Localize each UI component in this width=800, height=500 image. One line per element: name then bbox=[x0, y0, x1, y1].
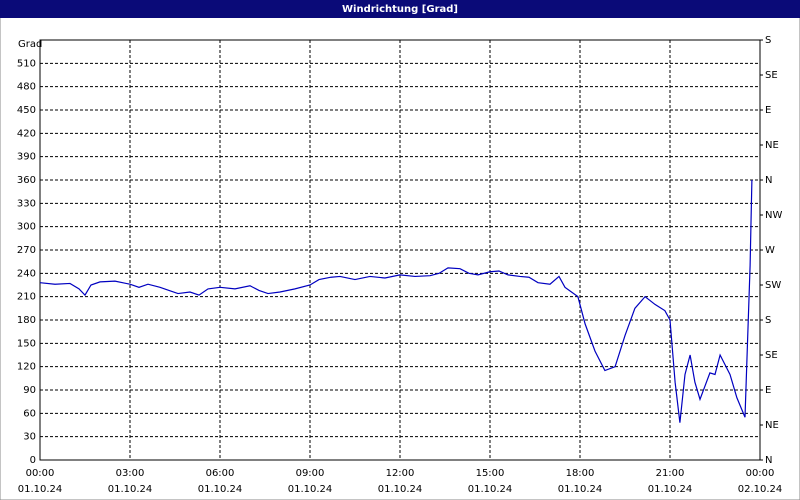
y-tick-label: 390 bbox=[17, 152, 36, 163]
y-tick-label: 90 bbox=[23, 385, 36, 396]
y-tick-label: 480 bbox=[17, 82, 36, 93]
x-tick-date: 01.10.24 bbox=[648, 484, 693, 495]
data-line bbox=[39, 179, 753, 423]
x-tick-label: 03:00 bbox=[116, 468, 145, 479]
y-tick-label: 210 bbox=[17, 292, 36, 303]
y-tick-label: 450 bbox=[17, 105, 36, 116]
y2-tick-label: E bbox=[765, 385, 771, 396]
x-tick-label: 18:00 bbox=[566, 468, 595, 479]
y2-tick-label: N bbox=[765, 455, 772, 466]
y-tick-label: 60 bbox=[23, 408, 36, 419]
y2-tick-label: SW bbox=[765, 280, 781, 291]
y2-tick-label: N bbox=[765, 175, 772, 186]
x-tick-label: 06:00 bbox=[206, 468, 235, 479]
x-tick-date: 01.10.24 bbox=[108, 484, 153, 495]
y-tick-label: 150 bbox=[17, 338, 36, 349]
x-tick-label: 09:00 bbox=[296, 468, 325, 479]
title-bar bbox=[0, 0, 800, 18]
y-tick-label: 30 bbox=[23, 432, 36, 443]
x-tick-date: 01.10.24 bbox=[288, 484, 333, 495]
x-tick-date: 01.10.24 bbox=[468, 484, 513, 495]
y2-tick-label: NE bbox=[765, 140, 779, 151]
x-tick-label: 12:00 bbox=[386, 468, 415, 479]
y-tick-label: 330 bbox=[17, 198, 36, 209]
x-tick-label: 00:00 bbox=[26, 468, 55, 479]
x-tick-label: 21:00 bbox=[656, 468, 685, 479]
y2-tick-label: W bbox=[765, 245, 775, 256]
plot-frame bbox=[39, 39, 761, 461]
x-tick-label: 15:00 bbox=[476, 468, 505, 479]
y-tick-label: 510 bbox=[17, 58, 36, 69]
y-tick-label: 180 bbox=[17, 315, 36, 326]
y-tick-label: 360 bbox=[17, 175, 36, 186]
chart-title: Windrichtung [Grad] bbox=[342, 4, 458, 15]
y2-tick-label: S bbox=[765, 35, 771, 46]
x-tick-date: 01.10.24 bbox=[18, 484, 63, 495]
y-tick-label: 420 bbox=[17, 128, 36, 139]
x-tick-date: 01.10.24 bbox=[558, 484, 603, 495]
y2-tick-label: NE bbox=[765, 420, 779, 431]
y2-tick-label: S bbox=[765, 315, 771, 326]
y2-tick-label: SE bbox=[765, 70, 778, 81]
x-tick-date: 01.10.24 bbox=[378, 484, 423, 495]
y-tick-label: 300 bbox=[17, 222, 36, 233]
y-tick-label: 120 bbox=[17, 362, 36, 373]
y2-tick-label: SE bbox=[765, 350, 778, 361]
x-tick-date: 02.10.24 bbox=[738, 484, 783, 495]
x-tick-label: 00:00 bbox=[746, 468, 775, 479]
y-tick-label: 0 bbox=[30, 455, 36, 466]
y-axis-label: Grad bbox=[18, 39, 42, 50]
y2-tick-label: NW bbox=[765, 210, 782, 221]
x-tick-date: 01.10.24 bbox=[198, 484, 243, 495]
y-tick-label: 270 bbox=[17, 245, 36, 256]
y-tick-label: 240 bbox=[17, 268, 36, 279]
y2-tick-label: E bbox=[765, 105, 771, 116]
